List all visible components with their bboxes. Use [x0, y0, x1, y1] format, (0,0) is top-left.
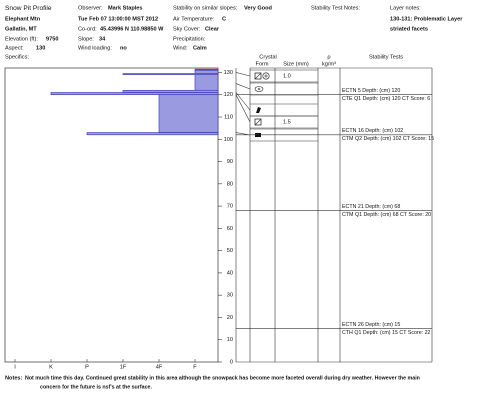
- column-header: Form: [255, 61, 268, 67]
- hardness-layer: [122, 89, 219, 93]
- field-value: no: [120, 45, 127, 51]
- field-label: Specifics:: [5, 54, 29, 60]
- field-label: Layer notes:: [390, 5, 421, 11]
- test-result: ECTN 5 Depth: (cm) 120: [342, 88, 400, 94]
- datetime: Tue Feb 07 13:00:00 MST 2012: [78, 16, 158, 22]
- test-result: CTH Q1 Depth: (cm) 15 CT Score: 22: [342, 330, 431, 336]
- field-value: 9750: [46, 36, 58, 42]
- layer-note: striated facets: [390, 26, 428, 32]
- depth-tick-label: 80: [227, 181, 233, 187]
- hardness-label: 1F: [120, 364, 127, 370]
- depth-tick-label: 0: [230, 359, 233, 365]
- depth-tick-label: 110: [224, 114, 233, 120]
- hardness-layer: [122, 73, 219, 75]
- test-result: CTM Q1 Depth: (cm) 68 CT Score: 20: [342, 212, 431, 218]
- test-result: ECTN 21 Depth: (cm) 68: [342, 204, 400, 210]
- grain-symbol: [262, 72, 270, 80]
- grain-symbol: [254, 72, 262, 80]
- column-header: Crystal: [259, 54, 276, 60]
- field-value: 130: [36, 45, 45, 51]
- hardness-label: P: [85, 364, 89, 370]
- hardness-label: F: [193, 364, 197, 370]
- field-value: C: [222, 16, 226, 22]
- field-label: Stability on similar slopes:: [173, 5, 238, 11]
- test-result: ECTN 26 Depth: (cm) 15: [342, 322, 400, 328]
- test-result: ECTN 16 Depth: (cm) 102: [342, 128, 403, 134]
- hardness-layer: [86, 132, 219, 136]
- hardness-layer: [50, 92, 219, 96]
- depth-tick-label: 50: [227, 248, 233, 254]
- field-value: 45.43996 N 110.98850 W: [100, 26, 164, 32]
- field-label: Co-ord:: [78, 26, 97, 32]
- hardness-label: K: [49, 364, 53, 370]
- hardness-label: I: [14, 364, 16, 370]
- notes-text: concern for the future is nsf's at the s…: [40, 384, 152, 390]
- title: Snow Pit Profile: [5, 5, 52, 12]
- field-label: Sky Cover:: [173, 26, 201, 32]
- depth-tick-label: 20: [227, 315, 233, 321]
- depth-tick-label: 70: [227, 204, 233, 210]
- layer-note: 130-131: Problematic Layer: [390, 16, 463, 22]
- depth-tick-label: 30: [227, 293, 233, 299]
- field-label: Wind loading:: [78, 45, 112, 51]
- grain-connector: [235, 94, 251, 123]
- hardness-layer: [194, 69, 219, 91]
- field-value: Mark Staples: [108, 5, 143, 11]
- field-value: Very Good: [244, 5, 273, 11]
- test-result: CTE Q1 Depth: (cm) 120 CT Score: 6: [342, 96, 430, 102]
- hardness-label: 4F: [156, 364, 163, 370]
- field-label: Precipitation:: [173, 36, 206, 42]
- field-label: Elevation (ft):: [5, 36, 38, 42]
- grain-size: 1.0: [283, 73, 291, 79]
- depth-tick-label: 60: [227, 226, 233, 232]
- depth-tick-label: 120: [224, 92, 233, 98]
- hardness-frame: [4, 67, 219, 363]
- field-label: Wind:: [173, 45, 188, 51]
- notes-label: Notes:: [5, 375, 23, 381]
- grain-size: 1.5: [283, 119, 291, 125]
- region: Gallatin, MT: [5, 26, 37, 32]
- grain-connector: [235, 92, 251, 111]
- site: Elephant Mtn: [5, 16, 41, 22]
- field-label: Slope:: [78, 36, 94, 42]
- column-header: Stability Tests: [369, 54, 403, 60]
- field-value: Clear: [205, 26, 220, 32]
- grain-symbol: [254, 86, 264, 92]
- field-label: Stability Test Notes:: [311, 5, 360, 11]
- hardness-layer: [158, 94, 219, 133]
- field-label: Air Temperature:: [173, 16, 215, 22]
- grain-symbol: [254, 118, 262, 126]
- depth-tick-label: 130: [224, 70, 233, 76]
- depth-tick-label: 90: [227, 159, 233, 165]
- test-result: CTM Q2 Depth: (cm) 102 CT Score: 15: [342, 136, 434, 142]
- grain-symbol: [254, 118, 262, 126]
- depth-tick-label: 100: [224, 137, 233, 143]
- column-header: ρ: [327, 54, 330, 60]
- grain-symbol: [257, 87, 261, 91]
- column-header: kg/m³: [322, 61, 336, 67]
- grain-symbol: [256, 107, 261, 113]
- column-header: Size (mm): [283, 61, 309, 67]
- grain-symbol: [254, 72, 262, 80]
- grain-connector: [235, 72, 251, 77]
- field-value: Calm: [193, 45, 207, 51]
- depth-tick-label: 10: [227, 337, 233, 343]
- field-label: Observer:: [78, 5, 103, 11]
- field-value: 34: [99, 36, 106, 42]
- depth-tick-label: 40: [227, 270, 233, 276]
- notes-text: Not much time this day. Continued great …: [25, 375, 420, 381]
- field-label: Aspect:: [5, 45, 24, 51]
- grain-connector: [235, 83, 251, 90]
